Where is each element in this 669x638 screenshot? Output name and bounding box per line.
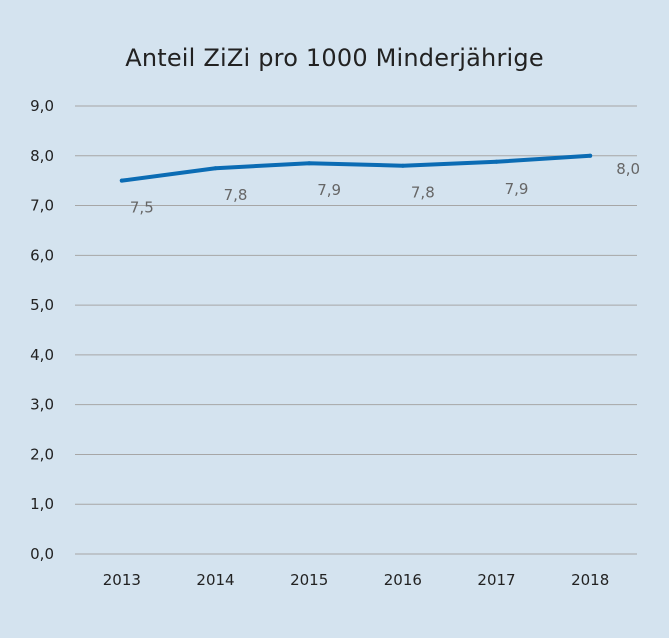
x-tick-label: 2016 — [384, 571, 422, 589]
data-point — [213, 166, 218, 171]
x-tick-label: 2014 — [196, 571, 234, 589]
data-point — [400, 163, 405, 168]
x-tick-label: 2013 — [103, 571, 141, 589]
data-point — [494, 159, 499, 164]
data-label: 7,9 — [317, 181, 341, 199]
y-tick-label: 7,0 — [30, 197, 54, 215]
data-point — [307, 161, 312, 166]
y-tick-label: 8,0 — [30, 147, 54, 165]
y-tick-label: 6,0 — [30, 246, 54, 264]
data-point — [588, 153, 593, 158]
data-label: 7,9 — [505, 180, 529, 198]
y-tick-label: 3,0 — [30, 396, 54, 414]
x-tick-label: 2018 — [571, 571, 609, 589]
chart-title: Anteil ZiZi pro 1000 Minderjährige — [125, 44, 544, 72]
data-point — [119, 178, 124, 183]
data-label: 7,8 — [411, 184, 435, 202]
y-tick-label: 9,0 — [30, 97, 54, 115]
x-tick-label: 2015 — [290, 571, 328, 589]
series-line — [119, 153, 593, 183]
data-label: 7,8 — [224, 186, 248, 204]
y-tick-label: 1,0 — [30, 495, 54, 513]
x-tick-label: 2017 — [477, 571, 515, 589]
data-label: 8,0 — [616, 160, 640, 178]
y-tick-label: 5,0 — [30, 296, 54, 314]
y-tick-label: 0,0 — [30, 545, 54, 563]
data-label: 7,5 — [130, 199, 154, 217]
y-tick-label: 2,0 — [30, 445, 54, 463]
y-tick-label: 4,0 — [30, 346, 54, 364]
